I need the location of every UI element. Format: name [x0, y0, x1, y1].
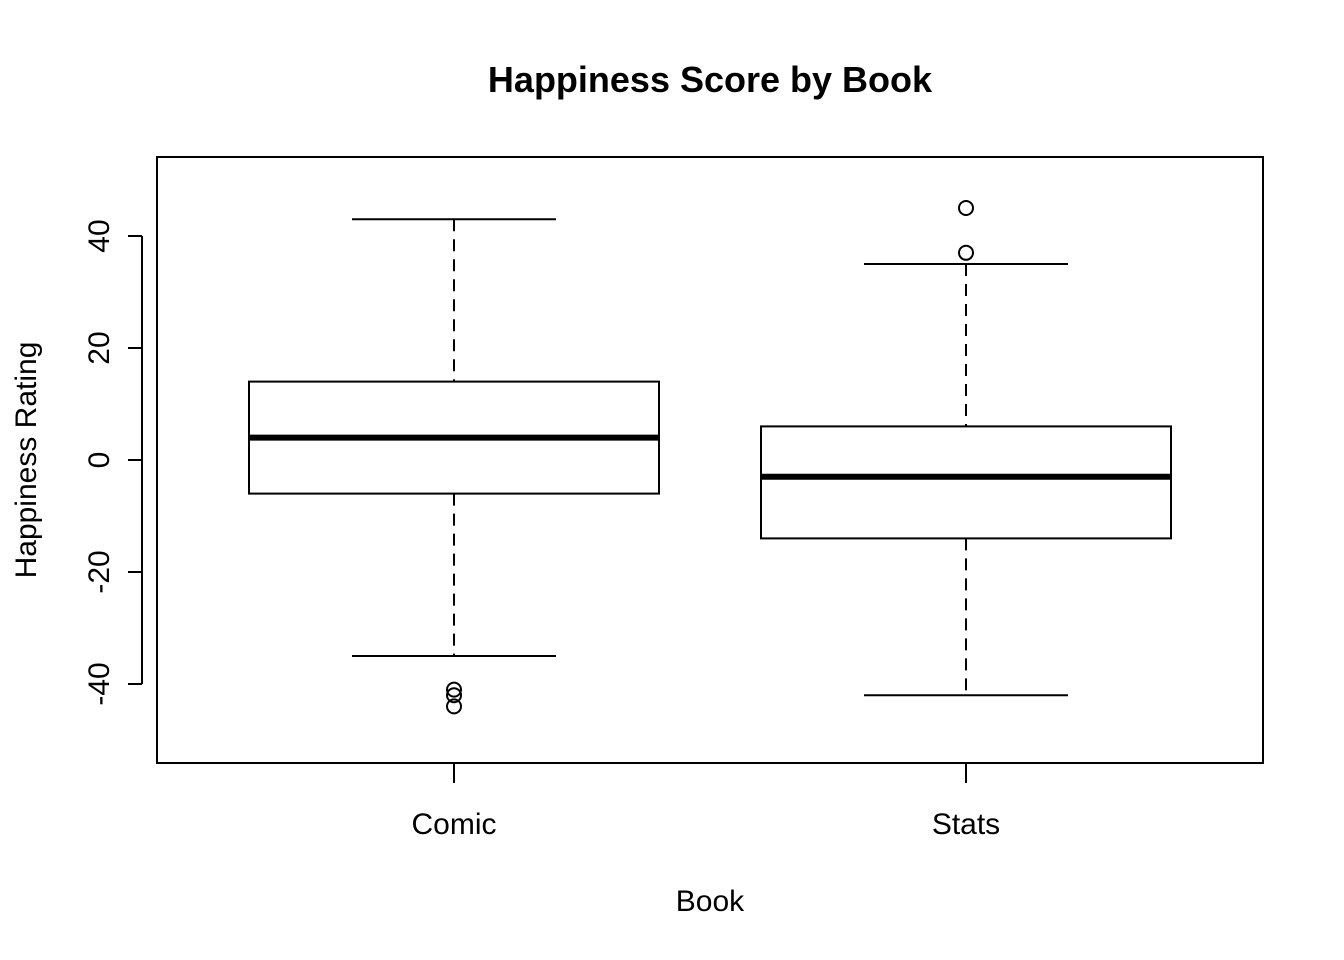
y-axis-label: Happiness Rating: [10, 342, 43, 579]
y-tick-label: -40: [83, 662, 116, 705]
x-axis: Comic Stats: [411, 763, 1000, 841]
plot-frame: [156, 156, 1264, 764]
outlier-point: [446, 698, 462, 715]
box-comic: [248, 218, 660, 715]
iqr-box: [760, 425, 1172, 540]
y-tick-label: 20: [83, 331, 116, 364]
y-tick-label: 40: [83, 219, 116, 252]
y-tick-label: -20: [83, 550, 116, 593]
x-axis-label: Book: [676, 885, 745, 918]
outlier-point: [446, 687, 462, 704]
y-tick-label: 0: [83, 452, 116, 469]
chart-title: Happiness Score by Book: [488, 59, 933, 100]
outlier-point: [958, 200, 974, 216]
y-axis: -40 -20 0 20 40: [83, 219, 143, 706]
x-tick-label: Comic: [411, 808, 496, 841]
outlier-point: [958, 244, 974, 261]
box-stats: [760, 200, 1172, 697]
boxes: [248, 200, 1172, 715]
outlier-point: [446, 681, 462, 698]
x-tick-label: Stats: [932, 808, 1000, 841]
